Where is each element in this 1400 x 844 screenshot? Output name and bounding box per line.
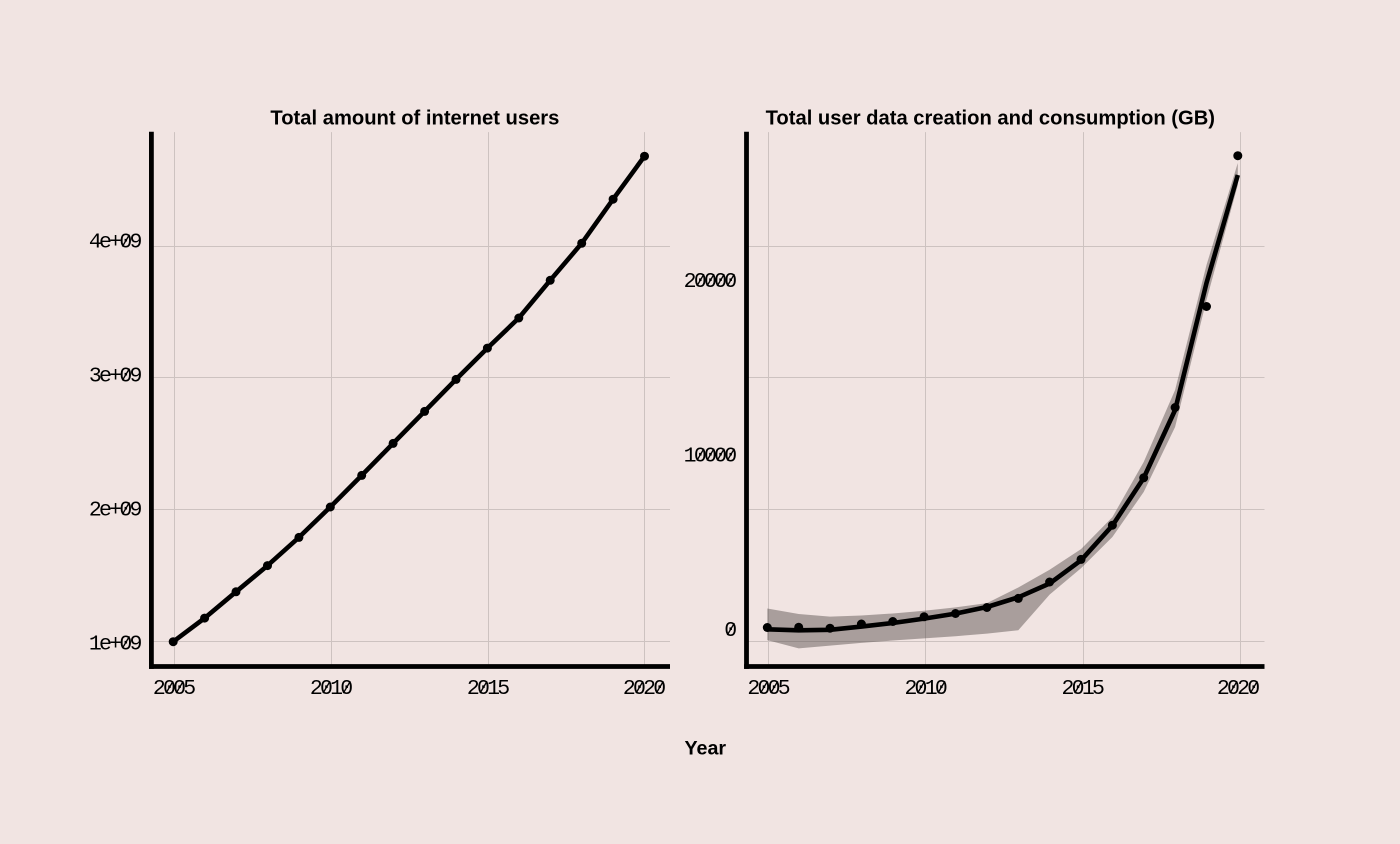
svg-text:2020: 2020 (1217, 677, 1260, 701)
svg-text:2005: 2005 (747, 677, 790, 701)
svg-text:20000: 20000 (684, 270, 738, 294)
svg-text:2015: 2015 (1062, 677, 1105, 701)
svg-text:2015: 2015 (467, 677, 510, 701)
svg-text:1e+09: 1e+09 (89, 632, 143, 656)
svg-text:2010: 2010 (904, 677, 947, 701)
svg-text:4e+09: 4e+09 (89, 231, 143, 255)
svg-text:10000: 10000 (684, 445, 738, 469)
svg-text:2020: 2020 (623, 677, 666, 701)
svg-text:2e+09: 2e+09 (89, 499, 143, 523)
svg-text:2010: 2010 (310, 677, 353, 701)
svg-text:Total amount of internet users: Total amount of internet users (270, 108, 559, 130)
svg-text:3e+09: 3e+09 (89, 365, 143, 389)
svg-text:0: 0 (724, 619, 737, 643)
svg-text:Total user data creation and c: Total user data creation and consumption… (766, 108, 1215, 130)
svg-text:Year: Year (684, 738, 726, 760)
svg-text:2005: 2005 (153, 677, 196, 701)
